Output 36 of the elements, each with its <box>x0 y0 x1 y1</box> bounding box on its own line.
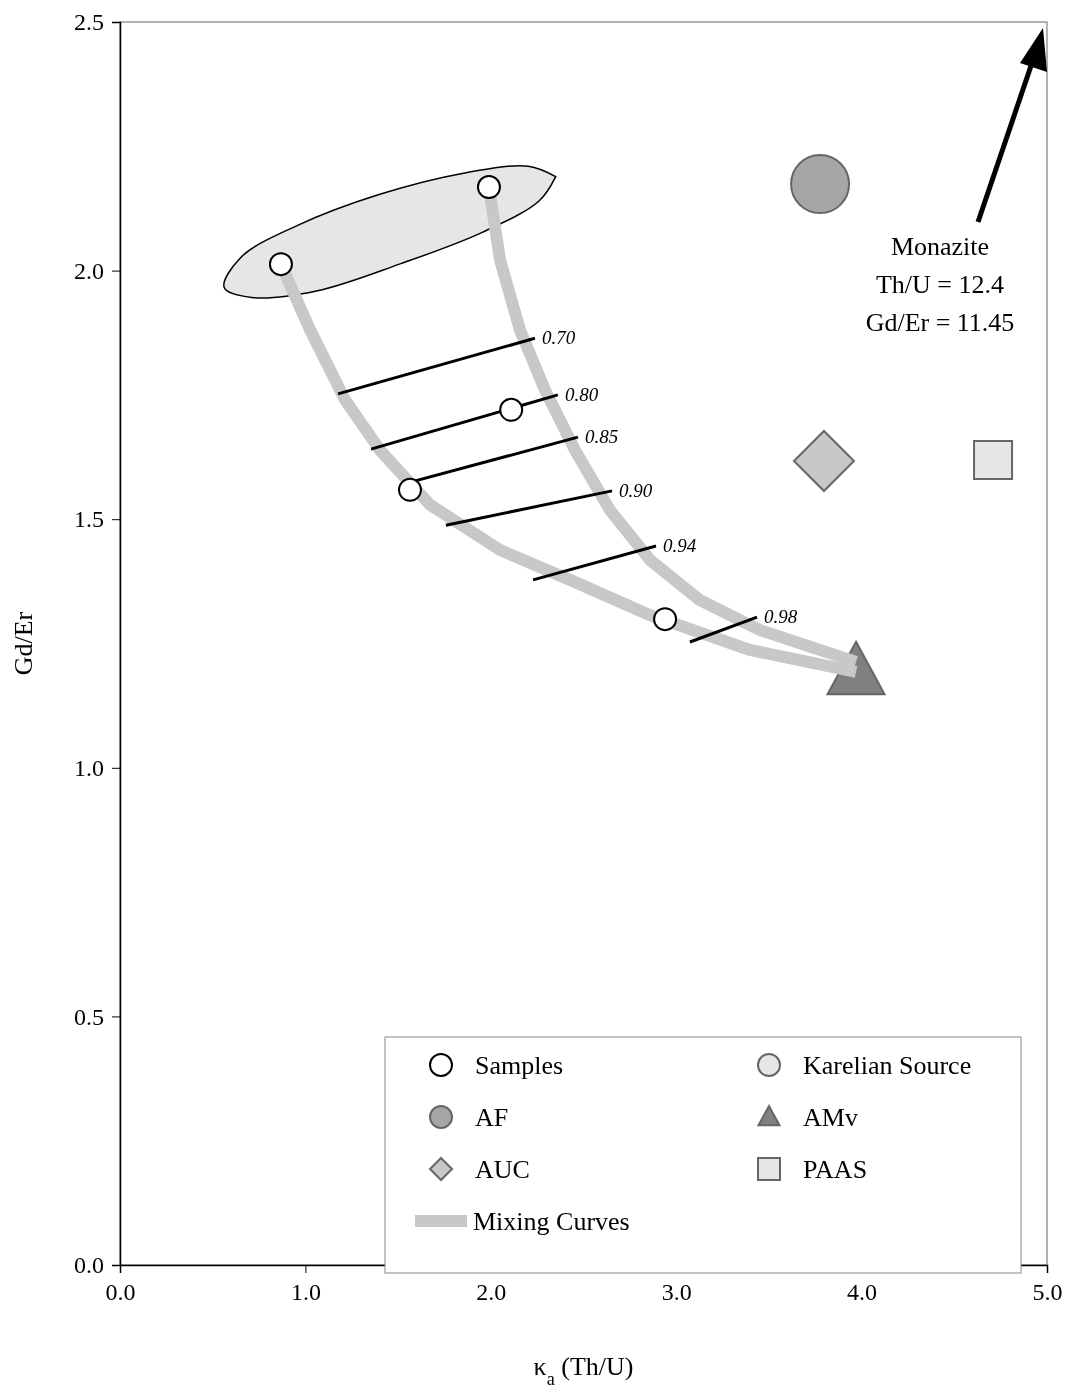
point <box>792 430 855 493</box>
point <box>790 154 851 215</box>
x-tick-label: 3.0 <box>661 1279 692 1306</box>
x-tick-label: 2.0 <box>476 1279 507 1306</box>
y-axis-title: Gd/Er <box>9 611 38 676</box>
annotation: 0.70 <box>541 327 576 349</box>
point <box>653 607 678 632</box>
annotation: 0.94 <box>662 535 697 557</box>
x-axis-title: κ$_{a}$ (Th/U) <box>533 1352 634 1389</box>
x-tick-label: 0.0 <box>105 1279 136 1306</box>
legend-label: Mixing Curves <box>473 1207 630 1236</box>
point <box>397 477 422 502</box>
y-tick-label: 0.5 <box>74 1003 104 1030</box>
legend-label: Samples <box>475 1051 564 1080</box>
point <box>973 440 1014 481</box>
legend-label: AF <box>475 1103 509 1132</box>
legend-label: AMv <box>803 1103 858 1132</box>
point <box>499 397 524 422</box>
y-tick-label: 0.0 <box>74 1252 104 1279</box>
annotation: 0.98 <box>764 606 798 628</box>
y-tick-label: 2.5 <box>74 9 104 36</box>
x-tick-label: 4.0 <box>847 1279 878 1306</box>
legend-label: Karelian Source <box>803 1051 972 1080</box>
annotation: Monazite Th/U = 12.4 Gd/Er = 11.45 <box>865 232 1015 337</box>
point <box>476 175 501 200</box>
y-tick-label: 1.5 <box>74 506 104 533</box>
x-tick-label: 1.0 <box>290 1279 321 1306</box>
y-tick-label: 1.0 <box>74 754 104 781</box>
y-tick-label: 2.0 <box>74 257 104 284</box>
legend-label: AUC <box>475 1155 530 1184</box>
annotation: 0.90 <box>619 479 653 501</box>
annotation: 0.85 <box>584 426 619 448</box>
x-tick-label: 5.0 <box>1032 1279 1063 1306</box>
legend-label: PAAS <box>803 1155 868 1184</box>
point <box>268 252 293 277</box>
annotation: 0.80 <box>564 383 599 405</box>
